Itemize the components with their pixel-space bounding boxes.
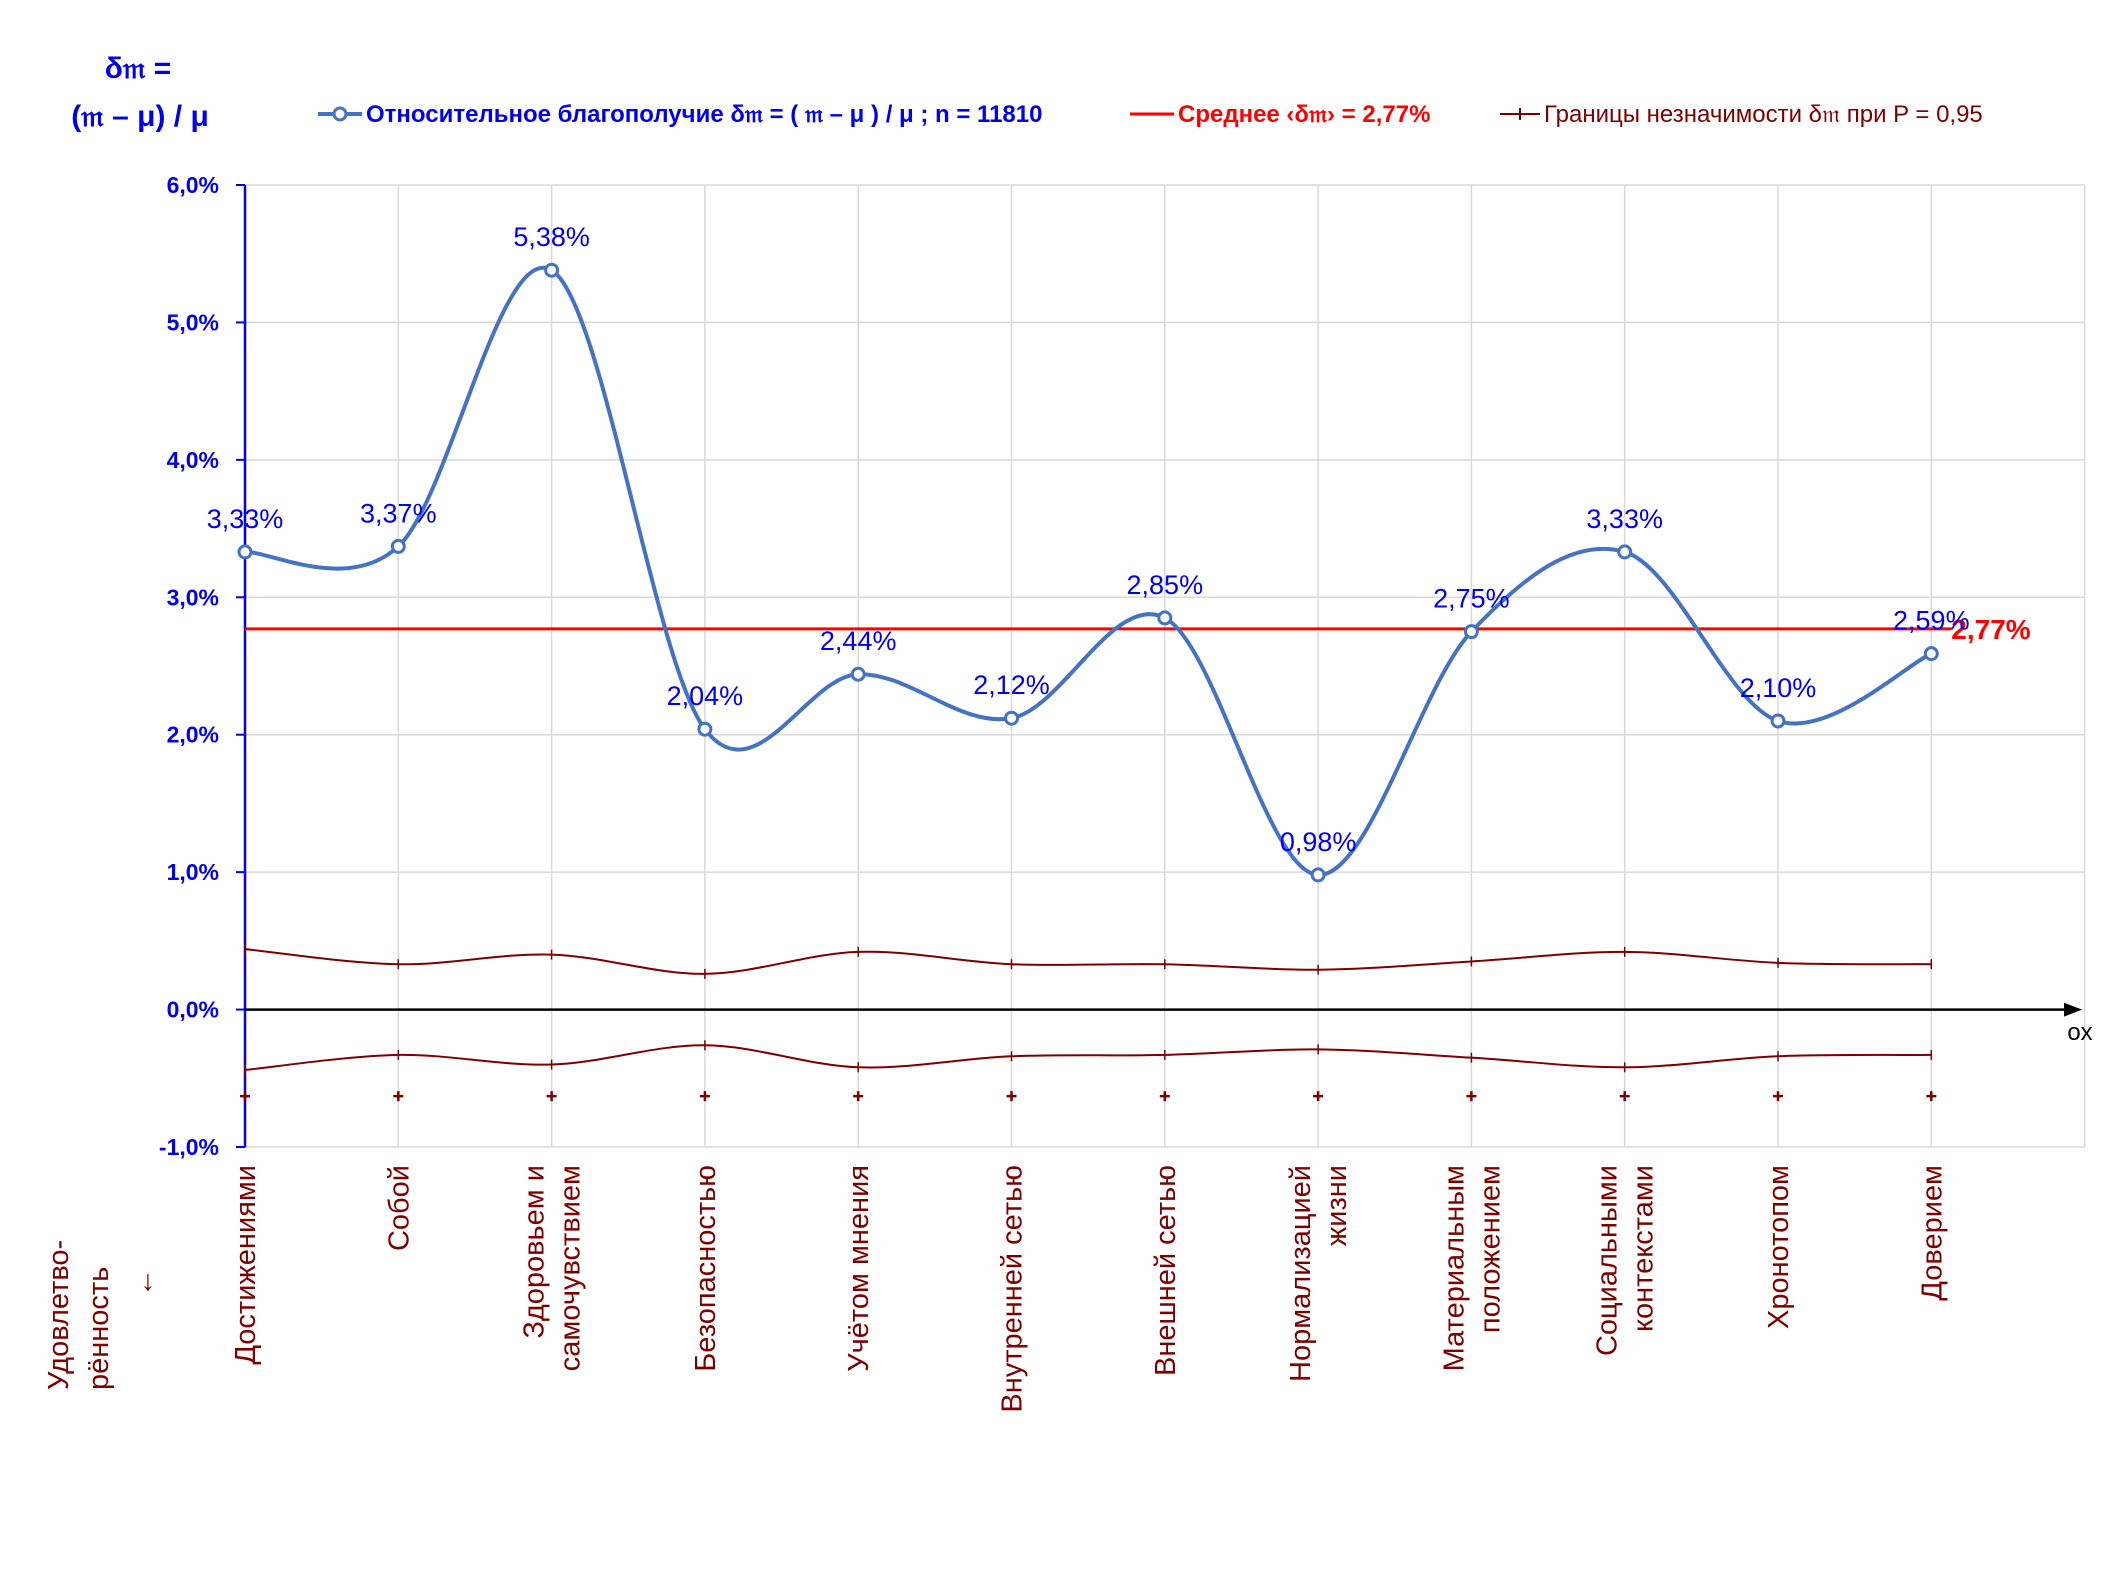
data-point — [1463, 624, 1479, 640]
legend: Относительное благополучие δ𝔪 = ( 𝔪 – μ … — [318, 101, 1983, 128]
legend-label-main: Относительное благополучие δ𝔪 = ( 𝔪 – μ … — [366, 101, 1042, 128]
y-tick-label: 2,0% — [167, 722, 219, 748]
y-tick-label: 0,0% — [167, 997, 219, 1023]
lower-bound-line — [244, 1044, 1932, 1072]
data-label: 2,44% — [820, 626, 897, 656]
y-tick-label: 3,0% — [167, 584, 219, 610]
legend-marker-main — [332, 106, 348, 122]
data-point — [1770, 713, 1786, 729]
data-label: 3,33% — [1586, 504, 1663, 534]
data-label: 3,37% — [360, 498, 437, 528]
mean-line-group: 2,77% — [245, 614, 2031, 645]
mean-value-label: 2,77% — [1951, 614, 2030, 645]
upper-bound-line — [244, 948, 1932, 975]
x-axis-arrow-label: ox — [2067, 1019, 2092, 1046]
x-axis — [245, 1002, 2082, 1017]
category-label: Здоровьем и — [519, 1165, 551, 1339]
category-label: Социальными — [1592, 1165, 1624, 1356]
x-axis-title-line: ↓ — [141, 1265, 156, 1297]
y-tick-label: 1,0% — [167, 859, 219, 885]
significance-bounds — [240, 944, 1937, 1102]
category-label: Собой — [383, 1165, 415, 1251]
data-label: 2,10% — [1740, 673, 1817, 703]
category-label: положением — [1474, 1165, 1506, 1333]
category-label: Нормализацией — [1285, 1165, 1317, 1382]
y-tick-label: 6,0% — [167, 172, 219, 198]
data-point — [1157, 610, 1173, 626]
data-point — [1310, 867, 1326, 883]
category-label: Материальным — [1438, 1165, 1470, 1371]
legend-label-bounds: Границы незначимости δ𝔪 при P = 0,95 — [1544, 101, 1983, 128]
category-label: Безопасностью — [690, 1165, 722, 1372]
x-axis-title-line: рённость — [83, 1267, 115, 1390]
category-label: контекстами — [1628, 1165, 1660, 1332]
category-label: Внутренней сетью — [997, 1165, 1029, 1413]
data-label: 2,04% — [667, 681, 744, 711]
data-label: 2,85% — [1127, 570, 1204, 600]
y-axis: -1,0% 0,0% 1,0% 2,0% 3,0% 4,0% 5,0% 6,0% — [159, 172, 247, 1160]
data-point — [1004, 710, 1019, 726]
category-label: Доверием — [1916, 1165, 1948, 1301]
data-label: 2,75% — [1433, 584, 1510, 614]
y-axis-title-line2: (𝔪 – μ) / μ — [71, 100, 209, 133]
y-tick-label: -1,0% — [159, 1134, 219, 1160]
x-axis-title-line: Удовлетво- — [43, 1240, 75, 1390]
y-axis-title-line1: δ𝔪 = — [105, 52, 172, 85]
gridlines — [245, 184, 2086, 1148]
x-axis-arrowhead — [2064, 1002, 2082, 1017]
data-label: 2,12% — [973, 670, 1050, 700]
category-label: Внешней сетью — [1150, 1165, 1182, 1376]
data-point — [850, 666, 866, 682]
data-point — [544, 262, 560, 278]
data-label: 2,59% — [1893, 606, 1970, 636]
data-label: 3,33% — [207, 504, 284, 534]
category-label: самочувствием — [555, 1165, 587, 1371]
category-label: Достижениями — [230, 1165, 262, 1365]
data-label: 0,98% — [1280, 827, 1357, 857]
data-point — [697, 721, 713, 737]
legend-label-mean: Среднее ‹δ𝔪› = 2,77% — [1178, 101, 1430, 128]
data-point — [390, 538, 406, 554]
y-tick-label: 4,0% — [167, 447, 219, 473]
main-series: 3,33% 3,37% 5,38% 2,04% 2,44% 2,12% 2,85% 0,98%… — [207, 222, 1970, 883]
y-tick-label: 5,0% — [167, 309, 219, 335]
data-point — [1923, 646, 1939, 662]
data-label: 5,38% — [513, 222, 590, 252]
category-labels: Достижениями Собой Здоровьем и самочувствие… — [43, 1165, 1948, 1413]
category-label: Хронотопом — [1763, 1165, 1795, 1329]
axis-titles: δ𝔪 = (𝔪 – μ) / μ ox — [71, 52, 2092, 1046]
category-label: Учётом мнения — [843, 1165, 875, 1372]
data-point — [1617, 544, 1633, 560]
category-label: жизни — [1321, 1165, 1353, 1246]
data-point — [237, 544, 253, 560]
main-series-line — [244, 265, 1933, 877]
